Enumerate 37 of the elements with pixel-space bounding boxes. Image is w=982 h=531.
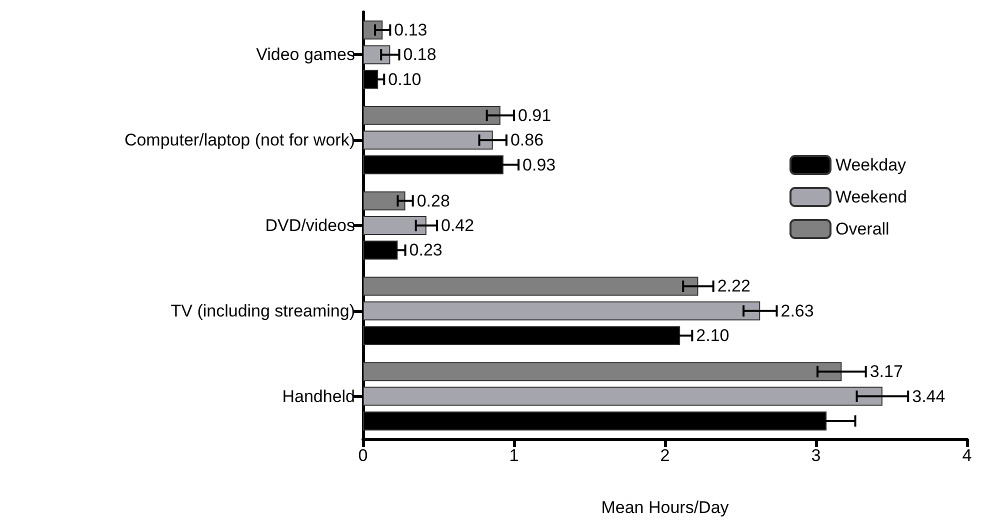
y-tick-label: DVD/videos [265, 216, 355, 235]
legend-label: Overall [835, 220, 890, 238]
legend-label: Weekend [835, 188, 908, 206]
data-label: 0.93 [522, 155, 556, 174]
data-label: 0.13 [394, 20, 428, 40]
data-label: 0.18 [403, 45, 436, 64]
x-tick-label: 3 [811, 446, 821, 465]
data-label: 0.42 [440, 216, 474, 235]
bar [363, 191, 406, 210]
data-label: 3.44 [912, 386, 946, 406]
y-tick-label: TV (including streaming) [170, 301, 355, 320]
bar [363, 130, 493, 150]
y-tick-label: Video games [256, 45, 355, 64]
x-tick-label: 0 [358, 446, 368, 465]
data-label: 0.10 [388, 70, 422, 89]
bar [363, 386, 882, 406]
x-tick-label: 1 [509, 446, 519, 465]
x-axis-title: Mean Hours/Day [601, 498, 730, 517]
bar [363, 301, 760, 320]
bar [363, 106, 500, 125]
data-label: 0.28 [416, 191, 450, 210]
data-label: 3.17 [870, 362, 903, 382]
bar [363, 216, 426, 235]
data-label: 0.23 [409, 240, 442, 260]
data-label: 2.22 [717, 276, 750, 296]
data-label: 0.91 [518, 106, 552, 125]
data-label: 0.86 [510, 130, 544, 150]
legend-label: Weekday [835, 156, 907, 174]
data-label: 2.10 [696, 326, 730, 346]
data-label: 2.63 [780, 301, 814, 320]
bar [363, 362, 842, 382]
bar [363, 45, 390, 64]
bar [363, 276, 698, 296]
y-tick-label: Computer/laptop (not for work) [124, 130, 355, 150]
x-tick-label: 4 [962, 446, 972, 465]
x-tick-label: 2 [660, 446, 670, 465]
y-tick-label: Handheld [282, 386, 355, 406]
